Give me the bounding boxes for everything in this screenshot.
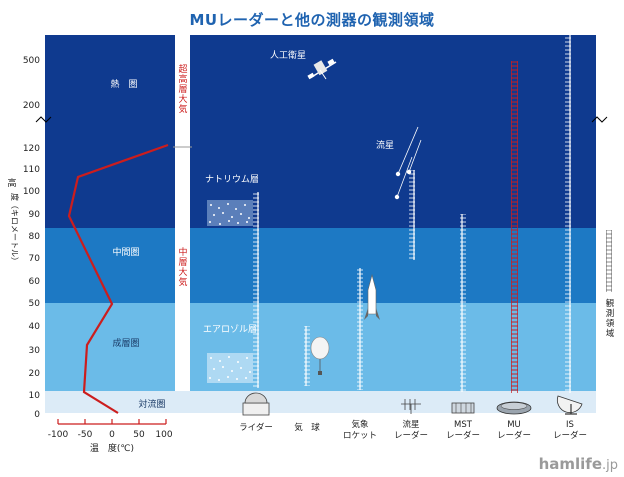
legend-char-1: 観 bbox=[606, 298, 615, 309]
y-tick-80: 80 bbox=[29, 232, 41, 242]
sodium-dot-pattern bbox=[209, 203, 250, 225]
temp-tick-m100: -100 bbox=[48, 430, 69, 440]
temp-axis-ticks bbox=[57, 419, 167, 424]
y-tick-120: 120 bbox=[23, 144, 40, 154]
upper-atmos-char-4: 大 bbox=[178, 93, 187, 105]
upper-atmos-char-2: 高 bbox=[178, 73, 187, 85]
troposphere-label: 対流圏 bbox=[138, 398, 165, 410]
meteor-radar-icon bbox=[401, 399, 421, 414]
sodium-layer-label: ナトリウム層 bbox=[205, 174, 259, 185]
middle-atmos-char-1: 中 bbox=[178, 246, 187, 258]
mu-radar-range bbox=[511, 61, 518, 393]
y-tick-100: 100 bbox=[23, 187, 40, 197]
balloon-icon bbox=[310, 336, 330, 375]
legend-char-3: 領 bbox=[606, 318, 615, 329]
mu-radar-icon bbox=[496, 401, 532, 415]
rocket-label-line2: ロケット bbox=[343, 431, 377, 441]
temp-tick-m50: -50 bbox=[78, 430, 93, 440]
is-radar-icon bbox=[557, 395, 583, 415]
meteor-radar-label-line2: レーダー bbox=[394, 430, 428, 441]
middle-atmos-char-4: 気 bbox=[178, 276, 187, 288]
temp-tick-0: 0 bbox=[109, 430, 115, 440]
y-tick-0: 0 bbox=[34, 410, 40, 420]
y-tick-110: 110 bbox=[23, 165, 40, 175]
meteor-label: 流星 bbox=[376, 139, 394, 151]
legend-char-4: 域 bbox=[606, 328, 615, 339]
satellite-icon bbox=[307, 58, 337, 80]
satellite-label: 人工衛星 bbox=[270, 49, 306, 61]
stratosphere-label: 成層圏 bbox=[112, 337, 139, 349]
y-tick-200: 200 bbox=[23, 101, 40, 111]
y-tick-60: 60 bbox=[29, 277, 41, 287]
y-tick-90: 90 bbox=[29, 210, 41, 220]
temperature-curve bbox=[67, 143, 169, 414]
mst-radar-icon bbox=[451, 402, 475, 414]
mst-radar-label-line2: レーダー bbox=[446, 430, 480, 441]
y-axis-break bbox=[35, 116, 52, 123]
aerosol-dot-pattern bbox=[209, 356, 251, 381]
watermark: hamlife.jp bbox=[539, 455, 618, 473]
legend-ladder bbox=[606, 230, 612, 292]
temp-axis-label: 温 度(℃) bbox=[90, 442, 134, 454]
is-radar-label-line1: IS bbox=[566, 420, 574, 430]
watermark-brand: hamlife bbox=[538, 455, 602, 473]
legend-char-2: 測 bbox=[606, 308, 615, 319]
mesosphere-band bbox=[45, 228, 596, 303]
mesosphere-label: 中間圏 bbox=[112, 246, 139, 258]
lidar-range bbox=[253, 192, 259, 388]
upper-atmos-char-5: 気 bbox=[178, 103, 187, 115]
y-tick-70: 70 bbox=[29, 254, 41, 264]
upper-atmos-char-3: 層 bbox=[178, 84, 187, 95]
rocket-label-line1: 気象 bbox=[351, 419, 369, 430]
meteor-radar-range bbox=[409, 170, 415, 260]
middle-atmos-char-2: 層 bbox=[178, 257, 187, 268]
aerosol-layer-label: エアロゾル層 bbox=[203, 324, 257, 335]
y-tick-10: 10 bbox=[29, 391, 41, 401]
is-radar-label-line2: レーダー bbox=[553, 430, 587, 441]
right-axis-break bbox=[591, 116, 608, 123]
y-tick-20: 20 bbox=[29, 369, 41, 379]
upper-atmos-char-1: 超 bbox=[178, 63, 187, 75]
temp-tick-100: 100 bbox=[155, 430, 172, 440]
balloon-range bbox=[304, 326, 310, 386]
watermark-suffix: .jp bbox=[602, 458, 618, 473]
is-radar-range bbox=[565, 35, 571, 393]
atmosphere-column bbox=[175, 35, 190, 391]
meteor-radar-label-line1: 流星 bbox=[402, 419, 419, 430]
y-axis-label-main: 高 bbox=[7, 177, 16, 189]
thermosphere-label: 熱 圏 bbox=[110, 78, 137, 90]
mu-radar-label-line1: MU bbox=[507, 420, 521, 430]
mu-radar-label-line2: レーダー bbox=[497, 430, 531, 441]
y-axis-label-sub: 度（キロメートル） bbox=[10, 193, 20, 265]
rocket-range bbox=[357, 268, 363, 390]
y-tick-30: 30 bbox=[29, 346, 41, 356]
diagram-title: MUレーダーと他の測器の観測領域 bbox=[189, 11, 435, 29]
y-tick-500: 500 bbox=[23, 56, 40, 66]
balloon-label: 気 球 bbox=[294, 422, 320, 433]
y-tick-40: 40 bbox=[29, 322, 41, 332]
lidar-label: ライダー bbox=[239, 422, 273, 433]
mst-radar-range bbox=[460, 214, 466, 392]
middle-atmos-char-3: 大 bbox=[178, 266, 187, 278]
y-tick-50: 50 bbox=[29, 299, 41, 309]
rocket-icon bbox=[364, 273, 380, 320]
temp-tick-50: 50 bbox=[133, 430, 145, 440]
lidar-icon bbox=[242, 392, 270, 416]
mst-radar-label-line1: MST bbox=[454, 420, 473, 430]
